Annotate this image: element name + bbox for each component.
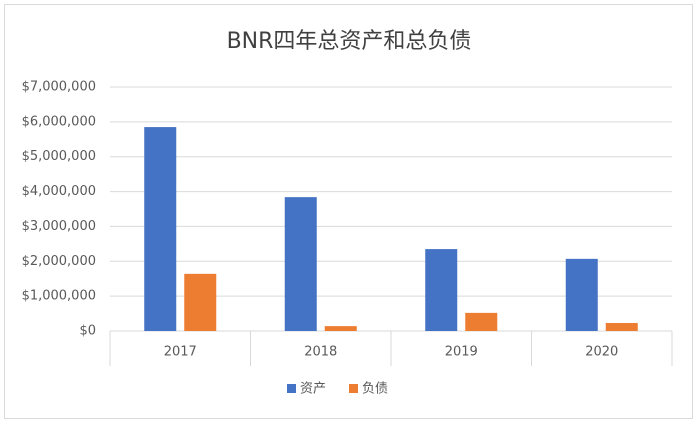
y-tick-label: $1,000,000 [22, 289, 96, 304]
y-tick-label: $6,000,000 [22, 114, 96, 129]
legend-swatch [349, 384, 358, 393]
y-tick-label: $3,000,000 [22, 219, 96, 234]
y-tick-label: $0 [79, 324, 96, 339]
bar [465, 312, 498, 331]
legend-swatch [287, 384, 296, 393]
bar [605, 322, 638, 331]
bar [284, 197, 317, 331]
bar [184, 273, 217, 331]
y-tick-label: $5,000,000 [22, 149, 96, 164]
y-tick-label: $2,000,000 [22, 254, 96, 269]
chart-border [4, 4, 693, 419]
legend-label: 资产 [300, 382, 326, 397]
x-tick-label: 2020 [585, 345, 618, 360]
bar [425, 249, 458, 331]
chart-title: BNR四年总资产和总负债 [227, 29, 472, 54]
x-tick-label: 2019 [445, 345, 478, 360]
x-tick-label: 2017 [164, 345, 197, 360]
bar [324, 326, 357, 331]
y-tick-label: $7,000,000 [22, 80, 96, 95]
bar [565, 258, 598, 331]
bar [144, 127, 177, 331]
x-tick-label: 2018 [304, 345, 337, 360]
y-tick-label: $4,000,000 [22, 184, 96, 199]
legend-label: 负债 [362, 382, 388, 397]
